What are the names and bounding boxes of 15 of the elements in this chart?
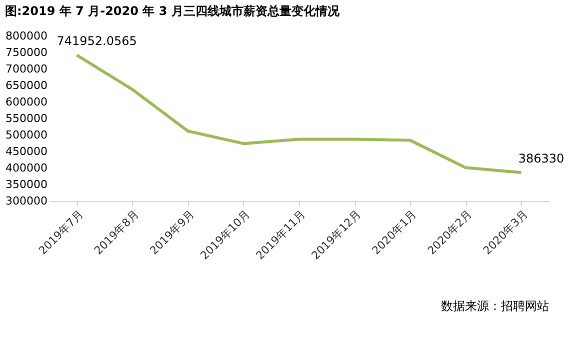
y-tick-label: 350000 — [6, 178, 48, 191]
y-tick-label: 650000 — [6, 79, 48, 92]
y-tick-label: 500000 — [6, 128, 48, 142]
source-note: 数据来源：招聘网站 — [441, 299, 549, 313]
y-tick-label: 800000 — [6, 30, 48, 42]
y-tick-label: 600000 — [6, 96, 48, 108]
chart-title: 图:2019 年 7 月-2020 年 3 月三四线城市薪资总量变化情况 — [5, 4, 340, 18]
y-tick-label: 700000 — [6, 62, 48, 76]
data-label: 741952.0565 — [56, 34, 137, 48]
y-tick-label: 550000 — [6, 112, 48, 125]
y-tick-label: 300000 — [6, 194, 48, 208]
y-tick-label: 750000 — [6, 46, 48, 59]
data-label: 386330 — [518, 152, 564, 166]
y-tick-label: 450000 — [6, 145, 48, 158]
y-tick-label: 400000 — [6, 162, 48, 174]
